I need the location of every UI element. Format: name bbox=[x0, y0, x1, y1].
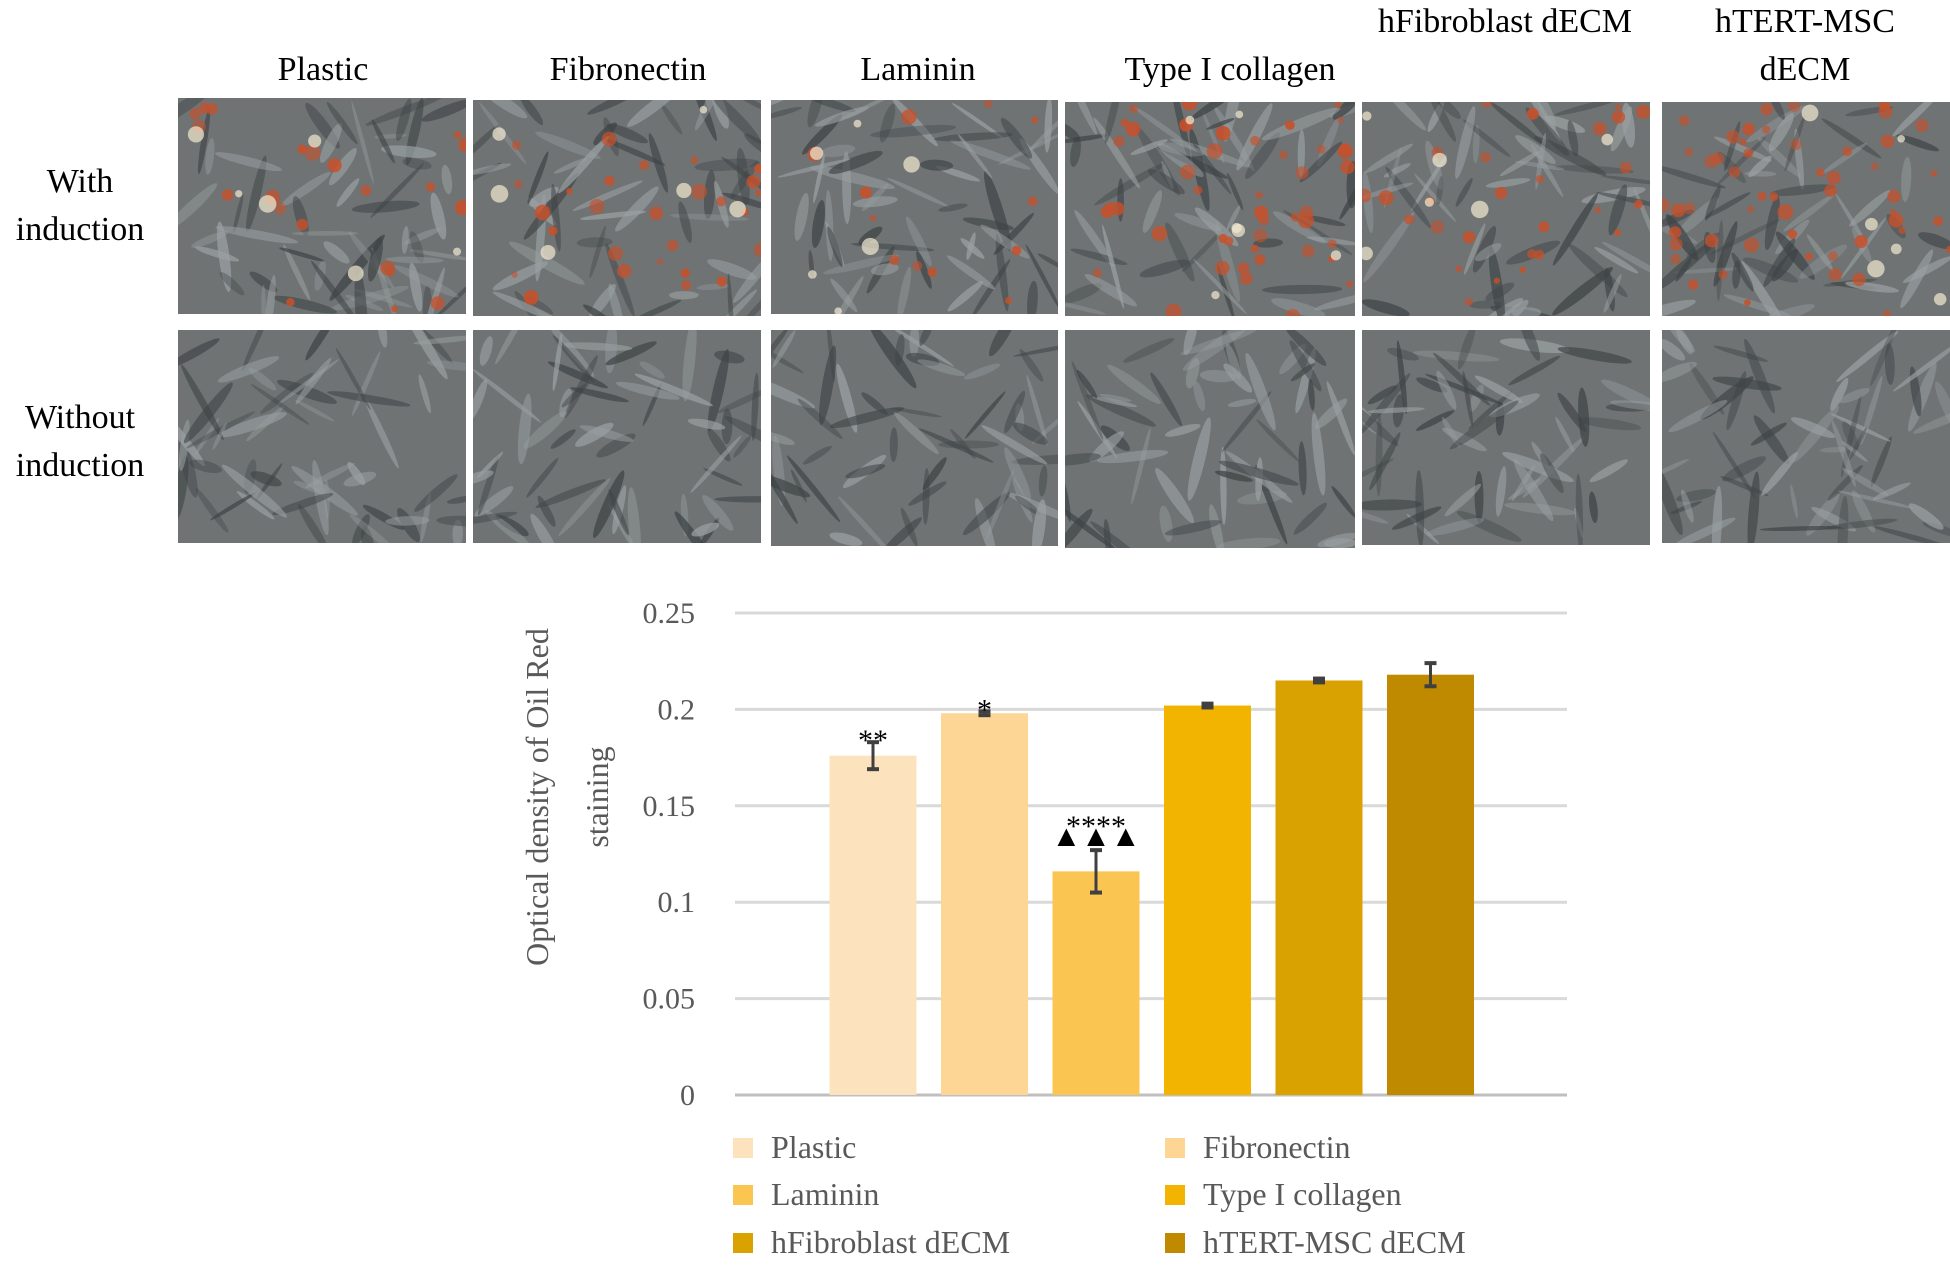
error-bars bbox=[867, 661, 1437, 895]
y-axis-ticks: 0 0.05 0.1 0.15 0.2 0.25 bbox=[643, 597, 696, 1112]
y-tick-label: 0.1 bbox=[658, 886, 696, 919]
y-tick-label: 0.05 bbox=[643, 983, 696, 1016]
micrograph-type-i-collagen-without-induction bbox=[1065, 330, 1355, 548]
bar-htert-msc-decm bbox=[1387, 674, 1474, 1095]
micrograph-image bbox=[473, 100, 761, 316]
bar-type-i-collagen bbox=[1164, 705, 1251, 1095]
legend-label-laminin: Laminin bbox=[771, 1176, 879, 1212]
legend-swatch-hfibroblast-decm bbox=[733, 1233, 753, 1253]
micrograph-image bbox=[1662, 330, 1950, 543]
micrograph-plastic-without-induction bbox=[178, 330, 466, 543]
legend-swatch-laminin bbox=[733, 1185, 753, 1205]
micrograph-image bbox=[178, 330, 466, 543]
y-tick-label: 0.2 bbox=[658, 693, 696, 726]
row-label-with-induction: With induction bbox=[15, 163, 145, 248]
row-label-without-induction: Without induction bbox=[15, 399, 145, 484]
legend: Plastic Fibronectin Laminin Type I collagen… bbox=[733, 1129, 1466, 1260]
y-tick-label: 0 bbox=[680, 1079, 695, 1112]
significance-annotations: ***▲▲▲**** bbox=[858, 693, 1141, 853]
column-label-plastic: Plastic bbox=[277, 51, 369, 88]
column-label-type-i-collagen: Type I collagen bbox=[1124, 51, 1336, 88]
micrograph-image bbox=[771, 100, 1058, 314]
micrograph-image bbox=[1065, 102, 1355, 316]
micrograph-hfibroblast-decm-without-induction bbox=[1362, 330, 1650, 545]
significance-stars: **** bbox=[1066, 810, 1126, 843]
micrograph-htert-msc-decm-without-induction bbox=[1662, 330, 1950, 543]
legend-label-plastic: Plastic bbox=[771, 1129, 856, 1165]
significance-stars: ** bbox=[858, 724, 888, 757]
bar-plastic bbox=[829, 755, 917, 1095]
micrograph-image bbox=[1662, 102, 1950, 316]
legend-label-type-i-collagen: Type I collagen bbox=[1203, 1176, 1402, 1212]
legend-label-fibronectin: Fibronectin bbox=[1203, 1129, 1351, 1165]
legend-label-hfibroblast-decm: hFibroblast dECM bbox=[771, 1224, 1010, 1260]
legend-label-htert-msc-decm: hTERT-MSC dECM bbox=[1203, 1224, 1466, 1260]
y-tick-label: 0.25 bbox=[643, 597, 696, 630]
micrograph-image bbox=[1362, 102, 1650, 316]
micrograph-fibronectin-with-induction bbox=[473, 100, 761, 316]
legend-swatch-htert-msc-decm bbox=[1165, 1233, 1185, 1253]
micrograph-type-i-collagen-with-induction bbox=[1065, 102, 1355, 316]
significance-markers: ▲▲▲ bbox=[1051, 820, 1140, 853]
micrograph-image bbox=[1065, 330, 1355, 548]
micrograph-image bbox=[178, 98, 466, 314]
micrograph-image bbox=[771, 330, 1058, 546]
y-axis-title: Optical density of Oil Red bbox=[519, 628, 555, 966]
micrograph-image bbox=[473, 330, 761, 543]
legend-swatch-fibronectin bbox=[1165, 1138, 1185, 1158]
y-axis-title-line-2: staining bbox=[579, 746, 615, 847]
micrograph-image bbox=[1362, 330, 1650, 545]
micrograph-plastic-with-induction bbox=[178, 98, 466, 314]
bar-hfibroblast-decm bbox=[1275, 680, 1363, 1095]
micrograph-hfibroblast-decm-with-induction bbox=[1362, 102, 1650, 316]
y-tick-label: 0.15 bbox=[643, 790, 696, 823]
significance-stars: * bbox=[977, 693, 992, 726]
legend-swatch-type-i-collagen bbox=[1165, 1185, 1185, 1205]
micrograph-laminin-without-induction bbox=[771, 330, 1058, 546]
bars bbox=[829, 674, 1474, 1095]
bar-laminin bbox=[1052, 871, 1140, 1095]
column-label-hfibroblast-decm: hFibroblast dECM bbox=[1377, 3, 1633, 40]
column-label-laminin: Laminin bbox=[860, 51, 976, 88]
micrograph-htert-msc-decm-with-induction bbox=[1662, 102, 1950, 316]
micrograph-fibronectin-without-induction bbox=[473, 330, 761, 543]
bar-fibronectin bbox=[941, 713, 1028, 1095]
column-label-htert-msc-decm: hTERT-MSC dECM bbox=[1715, 3, 1895, 88]
legend-swatch-plastic bbox=[733, 1138, 753, 1158]
column-label-fibronectin: Fibronectin bbox=[549, 51, 707, 88]
micrograph-laminin-with-induction bbox=[771, 100, 1058, 314]
